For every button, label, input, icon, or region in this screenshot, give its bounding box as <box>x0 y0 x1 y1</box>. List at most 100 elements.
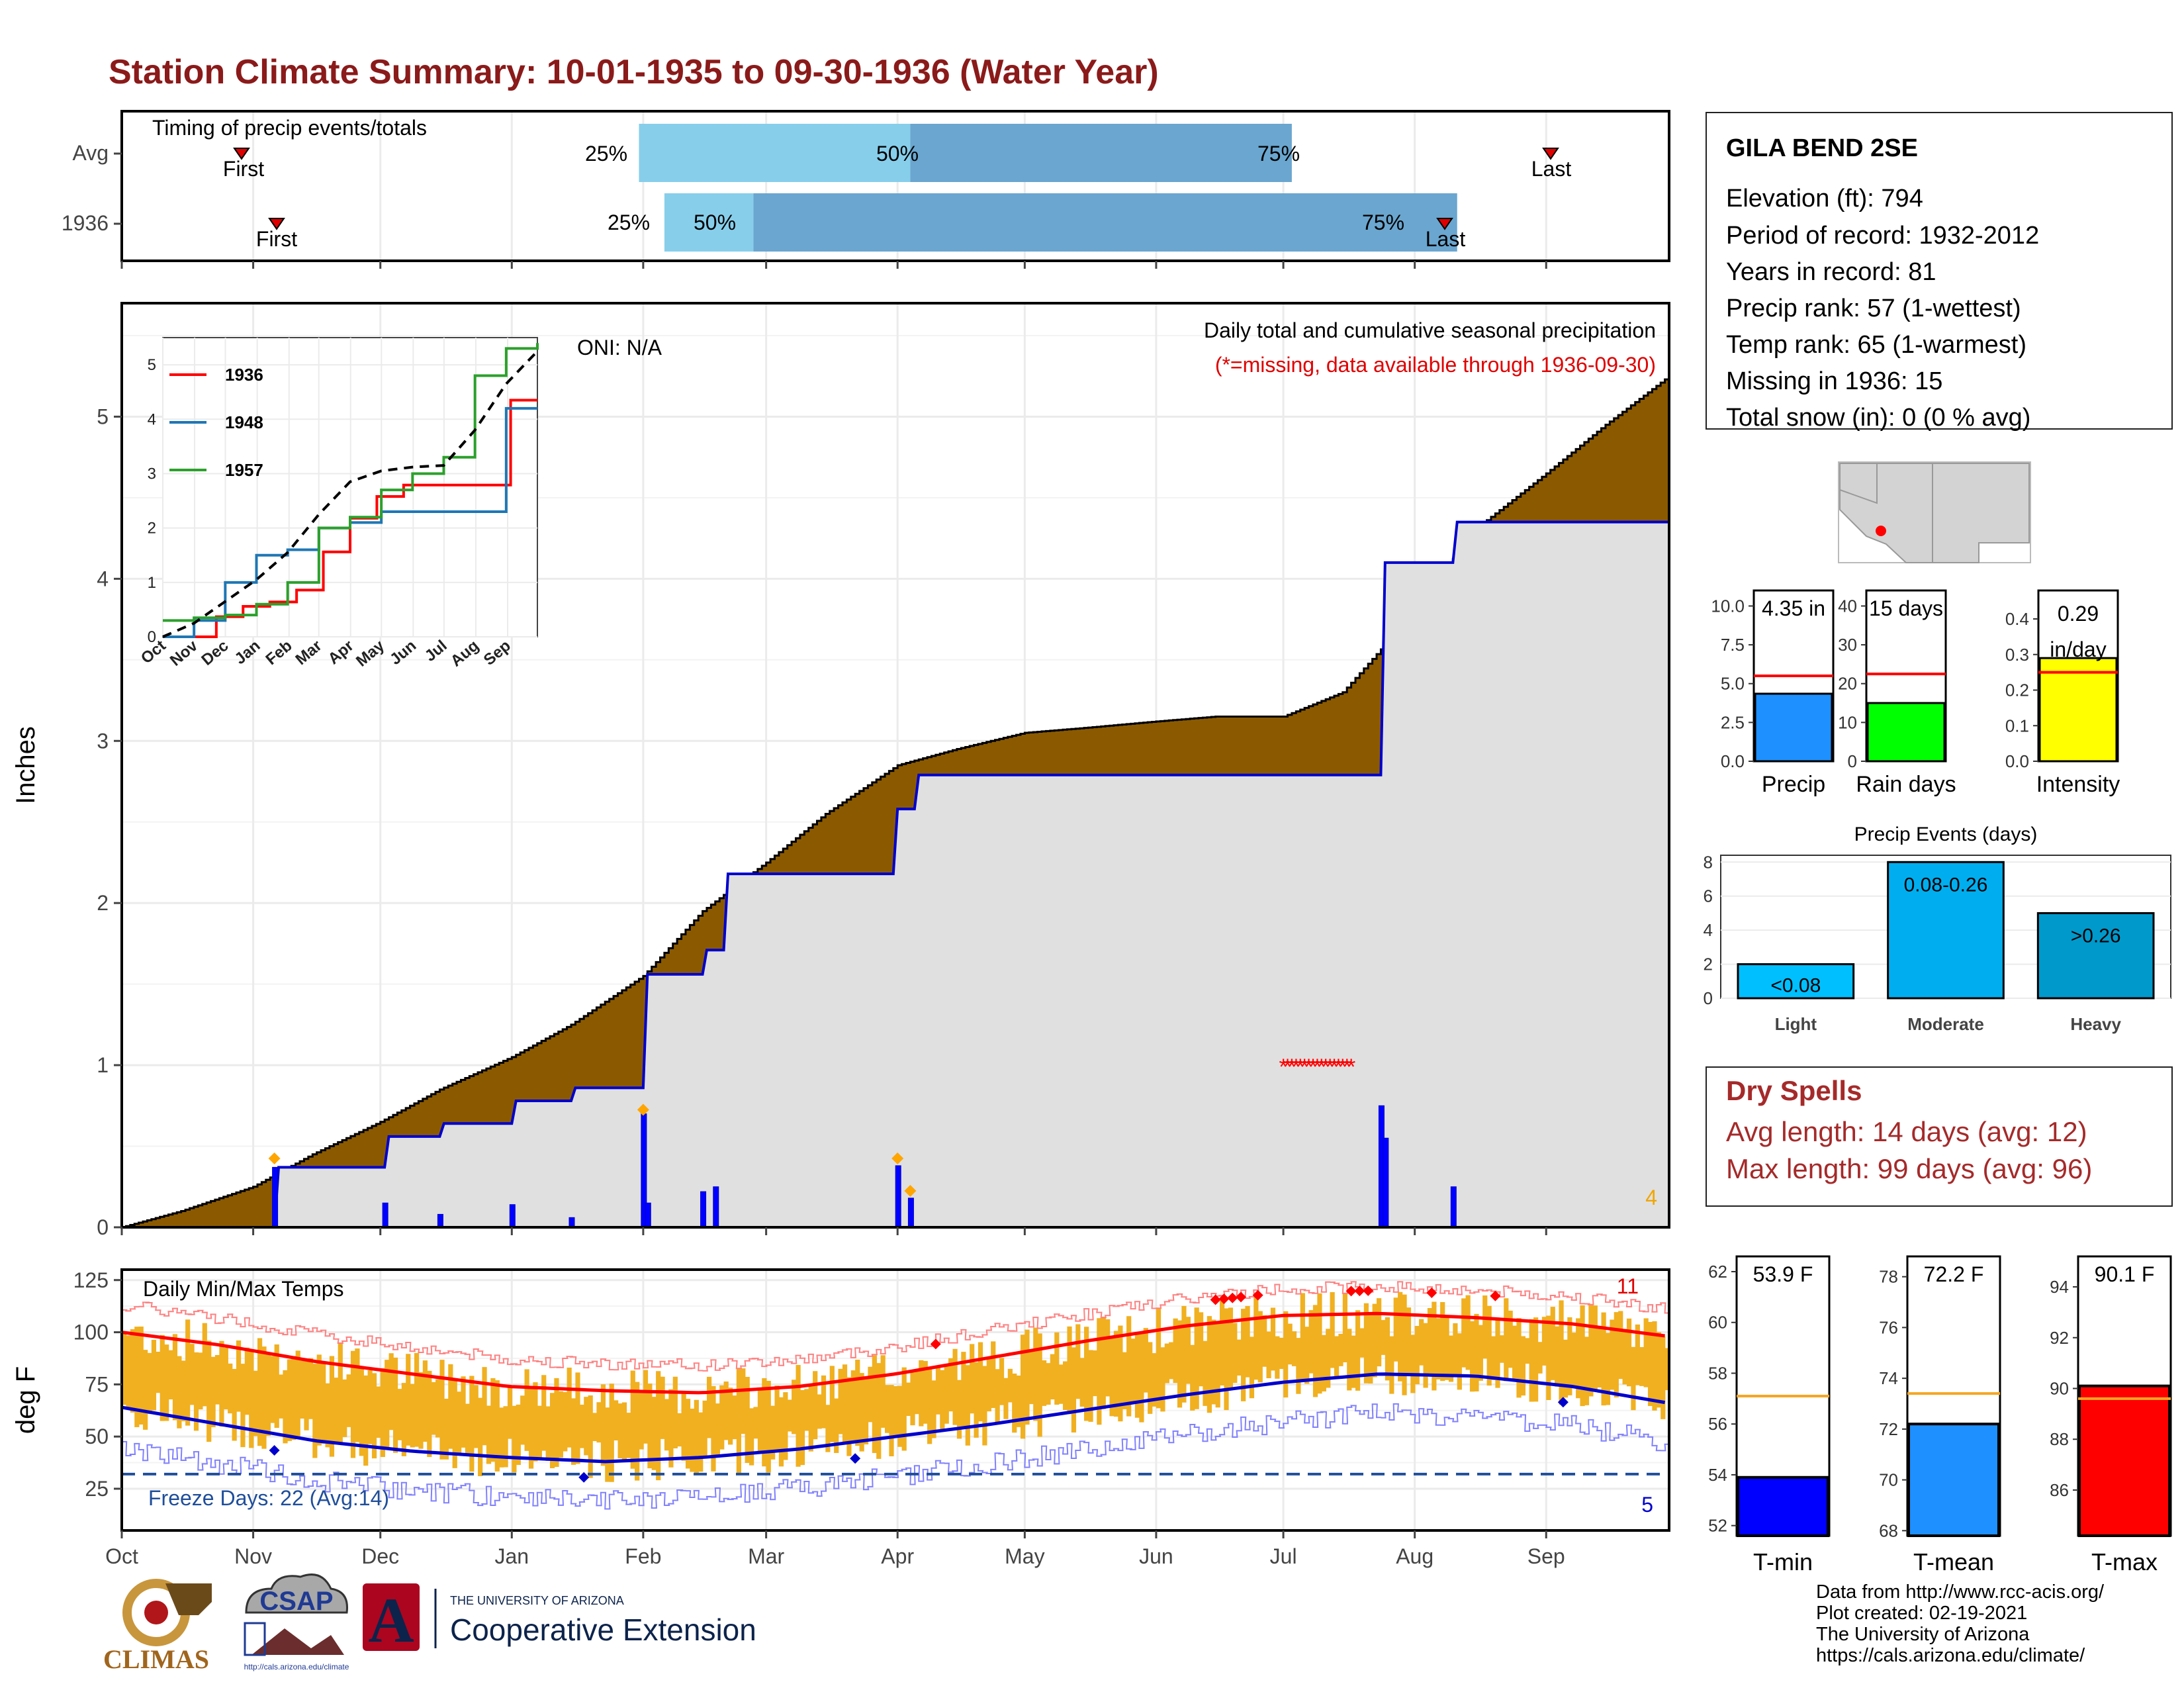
missing-marker: * <box>1338 1055 1347 1080</box>
record-high-marker <box>1227 1292 1238 1303</box>
missing-marker: * <box>1347 1055 1355 1080</box>
freeze-days-label: Freeze Days: 22 (Avg:14) <box>148 1486 389 1510</box>
events-title: Precip Events (days) <box>1854 823 2038 845</box>
mini-bar-tick-label: 5.0 <box>1721 674 1745 694</box>
events-tick-label: 6 <box>1704 886 1713 906</box>
mini-bar-tick-label: 0.0 <box>2005 751 2029 771</box>
mini-bar-value: 4.35 in <box>1762 596 1825 620</box>
record-high-marker <box>1218 1293 1230 1305</box>
temp-y-tick-label: 25 <box>85 1477 109 1501</box>
mini-bar-intensity <box>2038 657 2118 763</box>
avg-p50-label: 50% <box>876 142 919 165</box>
timing-row-avg-label: Avg <box>72 141 109 165</box>
inset-y-tick-label: 4 <box>148 410 156 428</box>
inset-legend-label: 1936 <box>225 365 263 385</box>
daily-precip-bar <box>437 1213 443 1228</box>
temp-month-label: Mar <box>748 1544 784 1568</box>
record-min-line <box>122 1403 1670 1510</box>
events-bar-label: 0.08-0.26 <box>1904 874 1988 896</box>
mini-bar-tick-label: 0.1 <box>2005 716 2029 735</box>
record-low-marker <box>269 1445 280 1456</box>
daily-precip-bar <box>1383 1137 1389 1228</box>
avg-last-marker <box>1542 148 1559 160</box>
events-bar-label: >0.26 <box>2071 925 2121 947</box>
mini-bar-tick-label: 0.0 <box>1721 751 1745 771</box>
dry-max-length: Max length: 99 days (avg: 96) <box>1726 1153 2092 1184</box>
avg-p75-label: 75% <box>1257 142 1300 165</box>
station-info-panel: GILA BEND 2SE Elevation (ft): 794 Period… <box>1706 112 2173 432</box>
inset-y-tick-label: 2 <box>148 520 156 538</box>
inset-line-1957 <box>163 343 539 622</box>
temp-summary-tick-label: 52 <box>1708 1516 1727 1536</box>
y1936-last-label: Last <box>1426 227 1466 251</box>
events-category-label: Light <box>1775 1014 1817 1034</box>
footer-line-1: Data from http://www.rcc-acis.org/ <box>1816 1581 2105 1603</box>
mini-bar-rain-days <box>1866 702 1946 763</box>
mini-bar-label: Intensity <box>2036 772 2120 797</box>
inset-y-tick-label: 5 <box>148 356 156 374</box>
mini-bar-tick-label: 0.4 <box>2005 609 2029 629</box>
main-y-tick-label: 0 <box>97 1215 109 1239</box>
temp-summary-value: 72.2 F <box>1924 1262 1984 1286</box>
csap-cloud <box>245 1573 348 1614</box>
temp-summary-tick-label: 62 <box>1708 1262 1727 1282</box>
record-high-marker <box>930 1338 941 1350</box>
avg-max-line <box>121 1311 1665 1395</box>
events-tick-label: 4 <box>1704 920 1713 940</box>
record-high-marker <box>1354 1286 1365 1297</box>
missing-marker: * <box>1317 1055 1326 1080</box>
y1936-q50-75-bar <box>753 193 1457 252</box>
y1936-last-marker <box>1436 218 1453 230</box>
main-y-axis: 0 1 2 3 4 5 <box>97 404 122 1239</box>
events-category-label: Moderate <box>1907 1014 1984 1034</box>
temp-summary-tick-label: 76 <box>1879 1317 1898 1337</box>
missing-marker: * <box>1300 1055 1309 1080</box>
record-markers <box>269 1285 1569 1483</box>
climas-sun <box>144 1601 168 1624</box>
temp-y-tick-label: 75 <box>85 1372 109 1396</box>
ua-small-text: THE UNIVERSITY OF ARIZONA <box>450 1594 624 1607</box>
temp-summary-tick-label: 88 <box>2050 1429 2069 1449</box>
avg-first-label: First <box>223 157 264 181</box>
missing-marker: * <box>1343 1055 1351 1080</box>
inset-legend-label: 1957 <box>225 460 263 480</box>
inset-y-tick-label: 0 <box>148 628 156 646</box>
station-location-dot <box>1876 526 1886 536</box>
ua-block <box>363 1583 420 1651</box>
mini-bar-label: Precip <box>1762 772 1825 797</box>
new-mexico-shape <box>1932 463 2030 563</box>
ua-logo: A THE UNIVERSITY OF ARIZONA Cooperative … <box>363 1583 756 1656</box>
ua-big-text: Cooperative Extension <box>450 1613 756 1647</box>
main-y-tick-label: 5 <box>97 404 109 428</box>
missing-marker: * <box>1322 1055 1330 1080</box>
mini-bar-value: 15 days <box>1869 596 1943 620</box>
csap-logo: CSAP http://cals.arizona.edu/climate <box>244 1573 349 1671</box>
mini-bar-tick-label: 0.3 <box>2005 645 2029 665</box>
temp-month-label: Jun <box>1139 1544 1173 1568</box>
record-high-marker <box>1210 1294 1221 1305</box>
temp-x-axis: Oct Nov Dec Jan Feb Mar Apr May Jun Jul Aug Sep <box>105 1530 1565 1568</box>
main-y-tick-label: 3 <box>97 729 109 753</box>
temp-summary-tick-label: 70 <box>1879 1470 1898 1490</box>
inset-legend: 1936 1948 1957 <box>169 365 263 480</box>
events-bar-heavy <box>2036 912 2155 1000</box>
missing-marker: * <box>1279 1055 1287 1080</box>
observed-cumulative-area <box>122 522 1669 1227</box>
record-high-marker <box>1363 1285 1374 1296</box>
station-precip-rank: Precip rank: 57 (1-wettest) <box>1726 295 2021 322</box>
missing-marker: * <box>1283 1055 1292 1080</box>
main-caption: Daily total and cumulative seasonal prec… <box>1204 318 1656 342</box>
events-bar-moderate <box>1887 861 2005 1000</box>
mini-bar-charts: 0.0 2.5 5.0 7.5 10.0 4.35 in Precip 0 10 20 30 40 15… <box>1711 589 2120 797</box>
daily-precip-bar <box>569 1217 575 1228</box>
temp-summary-tick-label: 58 <box>1708 1363 1727 1383</box>
heavy-event-marker <box>891 1152 904 1165</box>
csap-text: CSAP <box>259 1587 333 1616</box>
missing-marker: * <box>1326 1055 1334 1080</box>
climas-shape <box>165 1583 212 1615</box>
heavy-event-marker <box>637 1103 649 1116</box>
temp-month-label: Aug <box>1396 1544 1433 1568</box>
csap-mountains <box>251 1628 344 1655</box>
